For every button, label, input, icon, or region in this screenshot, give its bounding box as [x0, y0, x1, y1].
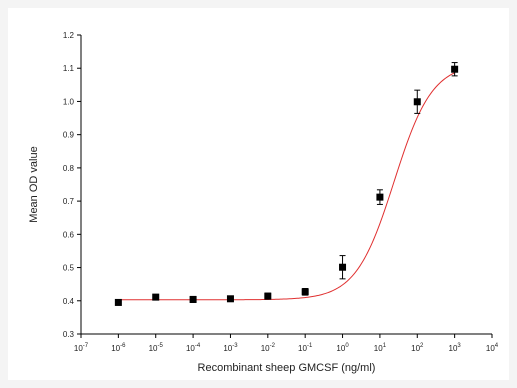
x-tick-label: 104: [486, 343, 499, 353]
y-tick-label: 0.5: [63, 264, 75, 273]
x-tick-label: 10-2: [261, 343, 276, 353]
x-tick-label: 101: [374, 343, 387, 353]
data-points: [114, 62, 459, 306]
data-point: [114, 298, 122, 306]
axes: [80, 35, 492, 335]
y-tick-label: 1.0: [63, 97, 75, 106]
figure-panel: 10-7 10-6 10-5 10-4 10-3 10-2 10-1 100 101 102 103…: [8, 8, 509, 380]
x-tick-label: 10-6: [111, 343, 126, 353]
x-tick-label: 10-5: [149, 343, 164, 353]
y-tick-label: 1.2: [63, 31, 75, 40]
x-tick-label: 10-4: [186, 343, 201, 353]
data-point: [413, 98, 421, 106]
y-tick-label: 0.4: [63, 297, 75, 306]
data-point: [339, 263, 347, 271]
x-tick-label: 10-3: [223, 343, 238, 353]
x-tick-label: 10-1: [298, 343, 313, 353]
data-point: [189, 295, 197, 303]
data-point: [226, 295, 234, 303]
data-point: [152, 293, 160, 301]
x-tick-label: 102: [411, 343, 424, 353]
dose-response-chart: 10-7 10-6 10-5 10-4 10-3 10-2 10-1 100 101 102 103…: [28, 31, 499, 374]
y-tick-label: 1.1: [63, 64, 75, 73]
y-axis-label: Mean OD value: [28, 146, 40, 222]
y-tick-label: 0.3: [63, 330, 75, 339]
y-tick-label: 0.8: [63, 164, 75, 173]
y-tick-label: 0.9: [63, 131, 75, 140]
y-tick-label: 0.6: [63, 230, 75, 239]
x-tick-label: 10-7: [74, 343, 89, 353]
data-point: [451, 65, 459, 73]
y-ticks: 0.3 0.4 0.5 0.6 0.7 0.8 0.9 1.0 1.1 1.2: [63, 31, 81, 339]
fit-curve: [118, 72, 455, 301]
x-tick-label: 103: [449, 343, 462, 353]
y-tick-label: 0.7: [63, 197, 75, 206]
data-point: [376, 193, 384, 201]
data-point: [264, 292, 272, 300]
x-axis-label: Recombinant sheep GMCSF (ng/ml): [198, 362, 376, 374]
x-ticks: 10-7 10-6 10-5 10-4 10-3 10-2 10-1 100 101 102 103…: [74, 334, 499, 353]
x-tick-label: 100: [336, 343, 349, 353]
data-point: [301, 288, 309, 296]
